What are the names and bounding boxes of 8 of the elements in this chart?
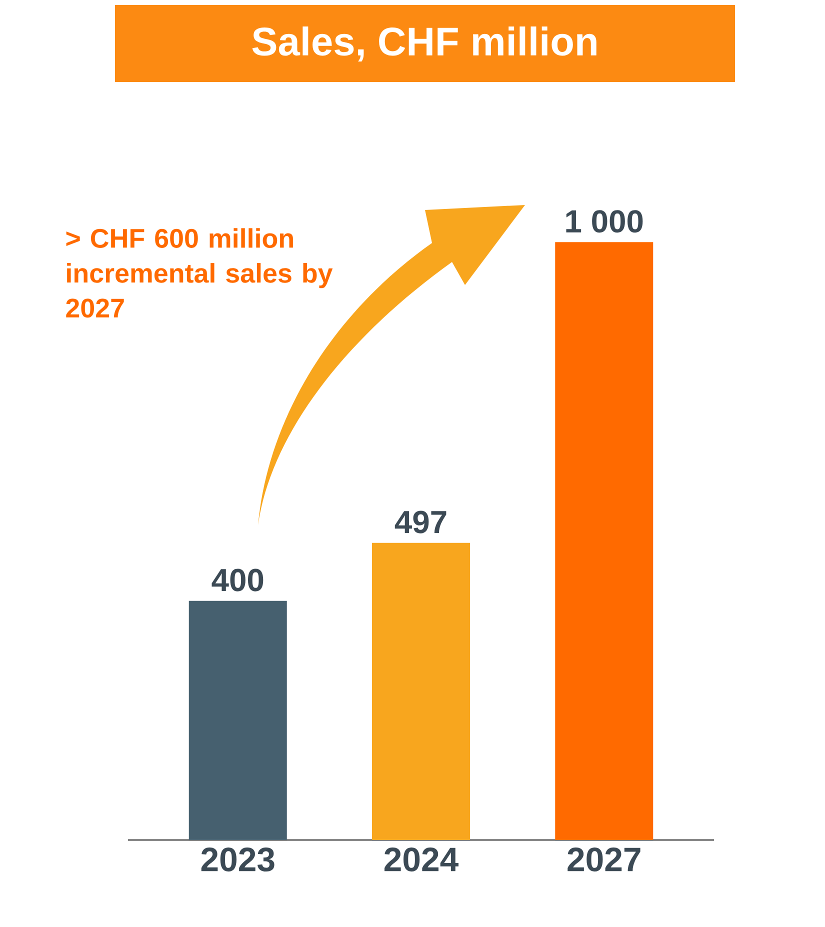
data-label: 1 000 <box>566 210 643 233</box>
x-tick-label: 2023 <box>201 848 274 872</box>
annotation: > CHF 600 million incremental sales by 2027 <box>66 228 333 318</box>
data-label: 400 <box>212 568 264 592</box>
x-tick-label: 2024 <box>384 848 458 872</box>
data-label: 497 <box>394 510 446 534</box>
x-tick-label: 2027 <box>568 848 640 872</box>
chart-title: Sales, CHF million <box>252 26 596 62</box>
